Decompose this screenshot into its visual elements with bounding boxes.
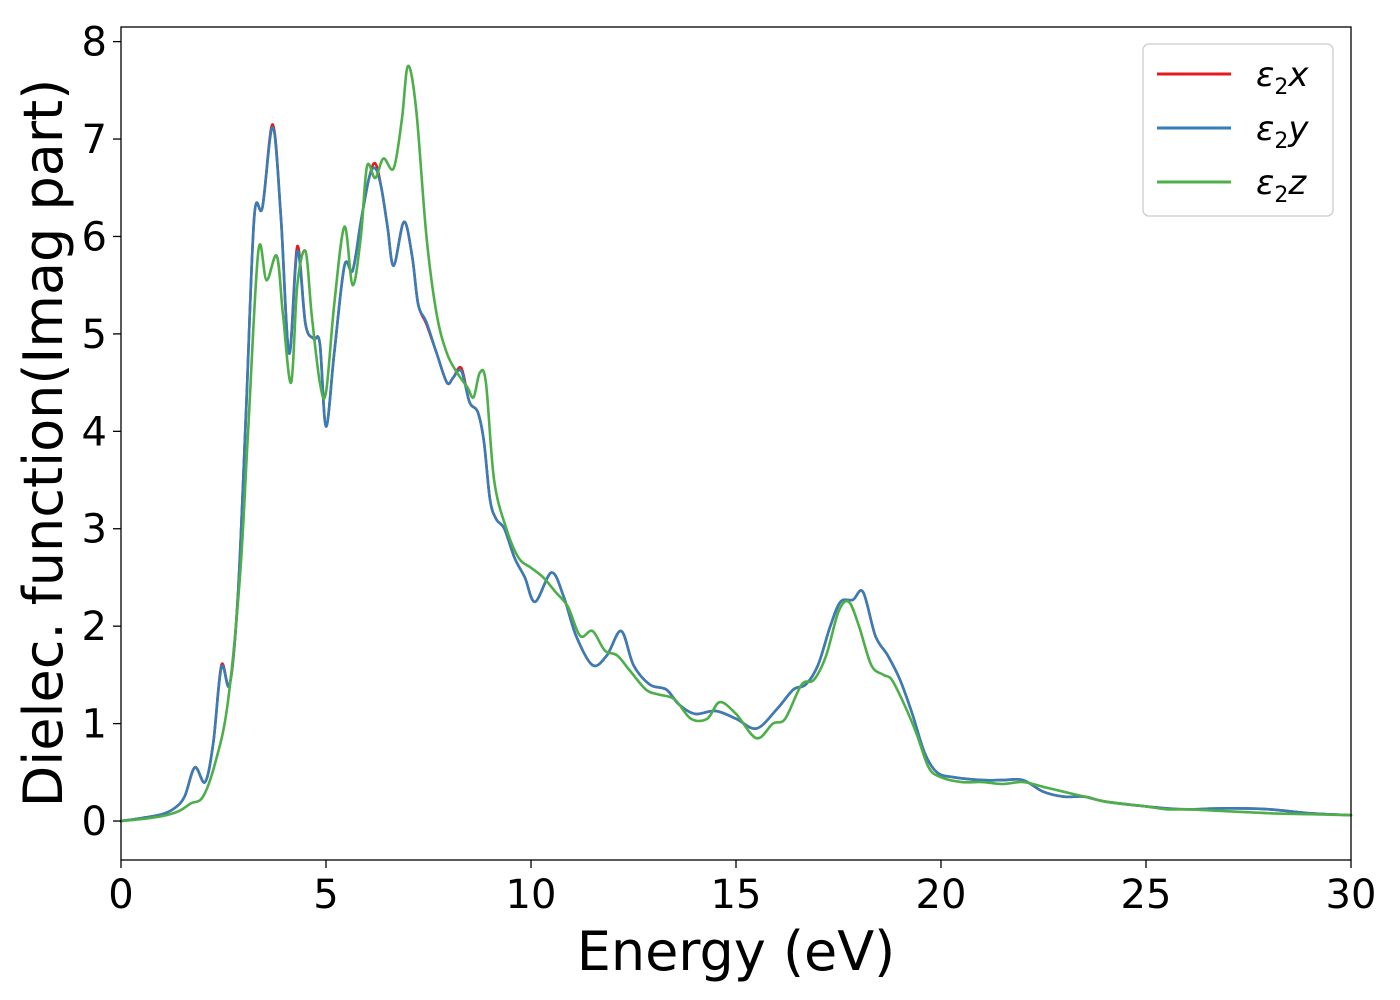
legend-box	[1142, 43, 1334, 217]
y-tick-label: 1	[82, 702, 107, 748]
y-tick-label: 6	[82, 214, 107, 260]
y-tick-label: 7	[82, 117, 107, 163]
x-tick-label: 25	[1121, 872, 1172, 918]
y-axis: 0 1 2 3 4 5 6 7 8	[82, 20, 121, 845]
legend-label-y: ε2y	[1256, 109, 1309, 154]
series-line-y	[119, 126, 1353, 823]
y-tick-label: 0	[82, 799, 107, 845]
x-tick-label: 5	[313, 872, 338, 918]
x-tick-label: 0	[108, 872, 133, 918]
legend-label-x: ε2x	[1256, 55, 1309, 100]
y-tick-label: 3	[82, 507, 107, 553]
x-tick-label: 20	[916, 872, 967, 918]
x-axis: 0 5 10 15 20 25 30	[108, 860, 1376, 918]
x-axis-label: Energy (eV)	[577, 920, 896, 983]
legend: ε2x ε2y ε2z	[1142, 43, 1334, 217]
y-tick-label: 5	[82, 312, 107, 358]
series-line-x	[119, 123, 1353, 823]
series-layer	[119, 64, 1353, 823]
x-tick-label: 10	[506, 872, 557, 918]
y-tick-label: 4	[82, 409, 107, 455]
series-line-z	[119, 64, 1353, 823]
y-axis-label: Dielec. function(Imag part)	[12, 79, 75, 808]
legend-label-z: ε2z	[1256, 163, 1307, 208]
x-tick-label: 30	[1326, 872, 1377, 918]
x-tick-label: 15	[711, 872, 762, 918]
y-tick-label: 2	[82, 604, 107, 650]
y-tick-label: 8	[82, 20, 107, 66]
